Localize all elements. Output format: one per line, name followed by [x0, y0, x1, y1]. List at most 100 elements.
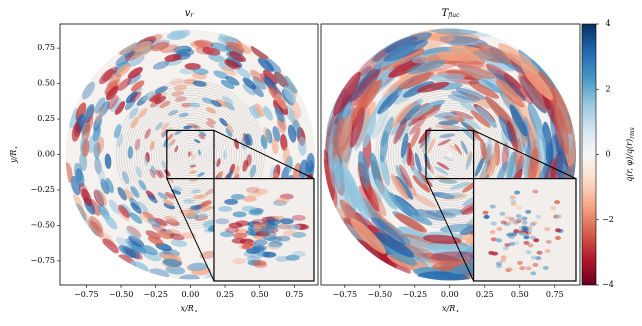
inset-blob [508, 217, 515, 222]
inset-blob [266, 243, 281, 250]
flow-blob [503, 73, 534, 105]
flow-blob [305, 152, 315, 174]
flow-blob [128, 235, 145, 248]
flow-blob [536, 127, 547, 168]
inset-blob [511, 219, 518, 224]
x-axis-label-sub: ⋆ [455, 308, 459, 315]
inset-blob [483, 214, 490, 219]
flow-blob [514, 138, 522, 172]
y-tick-label: 0.25 [37, 114, 55, 123]
flow-blob [415, 209, 446, 221]
flow-blob [149, 168, 156, 179]
flow-blob [218, 62, 235, 72]
flow-blob [406, 59, 446, 75]
flow-blob [434, 111, 458, 118]
inset-blob [276, 235, 291, 242]
flow-blob [189, 151, 193, 157]
ring [395, 100, 504, 209]
flow-blob [96, 189, 107, 207]
inset-blob [279, 193, 294, 200]
inset-blob [545, 239, 552, 244]
inset-blob [554, 228, 561, 233]
flow-blob [448, 124, 467, 132]
inset-blob [500, 220, 507, 225]
flow-blob [260, 134, 268, 150]
flow-blob [382, 48, 425, 71]
flow-blob [126, 225, 142, 238]
ring [186, 150, 195, 159]
inset-blob [502, 246, 509, 251]
flow-blob [353, 80, 379, 118]
flow-blob [224, 101, 235, 111]
flow-blob [113, 124, 122, 139]
flow-blob [417, 271, 470, 281]
flow-blob [457, 64, 496, 79]
flow-blob [117, 186, 127, 201]
ring [126, 90, 255, 219]
flow-blob [169, 233, 185, 241]
x-axis-label: x/R⋆ [181, 304, 198, 315]
flow-blob [140, 245, 158, 256]
inset-blob [513, 241, 520, 246]
ring [390, 95, 509, 214]
x-axis-label-main: x/R [442, 304, 455, 313]
flow-blob [198, 134, 206, 140]
flow-blob [192, 67, 209, 75]
flow-blob [439, 192, 464, 199]
field-image [65, 29, 316, 280]
flow-blob [454, 143, 462, 155]
flow-blob [105, 177, 114, 194]
flow-blob [197, 172, 205, 178]
flow-blob [124, 97, 136, 111]
inset-blob [514, 190, 521, 195]
flow-blob [480, 138, 487, 160]
flow-blob [174, 145, 179, 153]
ring [423, 127, 477, 182]
flow-blob [448, 144, 460, 152]
inset-blob [254, 188, 269, 195]
inset-blob [291, 231, 306, 238]
flow-blob [226, 42, 245, 53]
inset-image [473, 178, 576, 281]
y-tick-label: 0.00 [37, 150, 55, 159]
flow-blob [116, 133, 124, 148]
flow-blob [347, 179, 370, 221]
flow-blob [283, 86, 296, 104]
colorbar-label: q(r, φ)/q(r)rms [625, 127, 636, 182]
inset-blob [506, 220, 513, 225]
flow-blob [436, 51, 480, 62]
y-tick-label: −0.25 [30, 185, 55, 194]
inset-blob [233, 232, 248, 239]
flow-blob [222, 150, 227, 160]
flow-blob [224, 59, 241, 70]
ring [438, 142, 462, 167]
flow-blob [89, 220, 104, 238]
inset-blob [521, 220, 528, 225]
x-tick-label: 0.25 [216, 290, 234, 299]
flow-blob [350, 218, 386, 254]
x-tick-label: 0.50 [511, 290, 529, 299]
flow-blob [357, 150, 370, 190]
flow-blob [249, 106, 259, 119]
flow-blob [104, 153, 112, 169]
inset-blob [527, 243, 534, 248]
x-tick-label: −0.25 [143, 290, 168, 299]
flow-blob [81, 188, 92, 207]
ring [383, 87, 517, 222]
flow-blob [501, 128, 511, 158]
flow-blob [225, 127, 233, 138]
flow-blob [290, 99, 302, 118]
flow-blob [162, 258, 182, 268]
flow-blob [283, 75, 298, 94]
inset-blob [489, 204, 496, 209]
x-tick-label: 0.50 [251, 290, 269, 299]
ring [163, 127, 218, 182]
flow-blob [462, 116, 482, 130]
flow-blob [83, 103, 95, 122]
flow-blob [202, 47, 221, 56]
inset-blob [253, 239, 268, 246]
inset-blob [503, 222, 510, 227]
flow-blob [486, 67, 521, 93]
flow-blob [275, 93, 287, 110]
flow-blob [226, 123, 234, 134]
